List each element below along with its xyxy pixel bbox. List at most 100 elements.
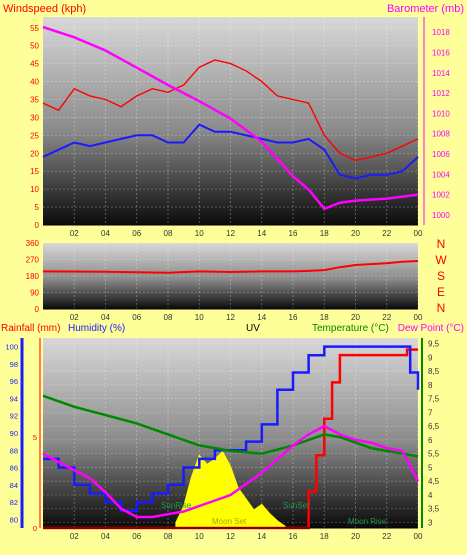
- wind-pressure-axes: 02 04 06 08 10 12 14 16 18 20 22 000510152025303540…: [30, 17, 450, 238]
- direction-x-tick-label: 10: [195, 313, 204, 322]
- temperature-grid: [43, 338, 419, 528]
- temperature-series-temperature: [42, 394, 419, 458]
- sunrise-label: SunRise: [161, 501, 192, 510]
- direction-x-tick-label: 12: [226, 313, 235, 322]
- windspeed-tick-label: 15: [30, 167, 39, 176]
- temperature-tick-label: 4,5: [428, 477, 440, 486]
- direction-x-tick-label: 22: [382, 313, 391, 322]
- direction-x-tick-label: 04: [101, 313, 110, 322]
- windspeed-tick-label: 35: [30, 95, 39, 104]
- direction-x-tick-label: 00: [414, 313, 423, 322]
- humidity-tick-label: 84: [10, 481, 18, 490]
- temperature-tick-label: 9: [428, 353, 433, 362]
- humidity-axis-label: Humidity (%): [68, 323, 125, 334]
- moonset-label: Moon Set: [212, 517, 247, 526]
- wind-x-tick-label: 00: [414, 229, 423, 238]
- direction-x-tick-label: 16: [289, 313, 298, 322]
- humidity-tick-label: 88: [10, 446, 18, 455]
- barometer-tick-label: 1012: [432, 89, 450, 98]
- direction-series-direction: [42, 260, 419, 274]
- windspeed-axis-label: Windspeed (kph): [3, 3, 86, 15]
- temperature-tick-label: 6,5: [428, 422, 440, 431]
- barometer-tick-label: 1016: [432, 49, 450, 58]
- humidity-tick-label: 80: [10, 515, 18, 524]
- wind-direction-series: [42, 260, 419, 274]
- temperature-x-tick-label: 10: [195, 532, 204, 541]
- temperature-x-tick-label: 06: [132, 532, 141, 541]
- humidity-tick-label: 94: [10, 394, 18, 403]
- temperature-x-tick-label: 22: [382, 532, 391, 541]
- temperature-axes: 02 04 06 08 10 12 14 16 18 20 22 0033,544,555,566,5…: [5, 338, 440, 541]
- temperature-humidity-chart: 02 04 06 08 10 12 14 16 18 20 22 0033,544,555,566,5…: [1, 323, 464, 541]
- dew-point-axis-label: Dew Point (°C): [398, 323, 464, 334]
- windspeed-tick-label: 0: [35, 221, 40, 230]
- temperature-tick-label: 9,5: [428, 340, 440, 349]
- temperature-tick-label: 8,5: [428, 367, 440, 376]
- rainfall-tick-label: 5: [33, 433, 37, 442]
- windspeed-tick-label: 30: [30, 113, 39, 122]
- temperature-tick-label: 3: [428, 518, 433, 527]
- temperature-x-tick-label: 04: [101, 532, 110, 541]
- uv-axis-label: UV: [246, 323, 260, 334]
- temperature-x-tick-label: 02: [70, 532, 79, 541]
- rainfall-tick-label: 0: [33, 524, 37, 533]
- direction-tick-label: 0: [35, 305, 40, 314]
- compass-label: N: [437, 301, 446, 315]
- windspeed-tick-label: 40: [30, 78, 39, 87]
- wind-x-tick-label: 04: [101, 229, 110, 238]
- temperature-x-tick-label: 08: [164, 532, 173, 541]
- temperature-tick-label: 5,5: [428, 450, 440, 459]
- windspeed-tick-label: 50: [30, 42, 39, 51]
- wind-pressure-series: [42, 25, 419, 211]
- wind-pressure-chart: 02 04 06 08 10 12 14 16 18 20 22 000510152025303540…: [3, 3, 464, 238]
- wind-x-tick-label: 08: [164, 229, 173, 238]
- wind-x-tick-label: 18: [320, 229, 329, 238]
- wind-x-tick-label: 06: [132, 229, 141, 238]
- barometer-axis-label: Barometer (mb): [387, 3, 464, 15]
- temperature-axis-label: Temperature (°C): [312, 323, 389, 334]
- compass-label: E: [437, 285, 445, 299]
- temperature-series-rainfall: [43, 348, 418, 530]
- direction-x-tick-label: 06: [132, 313, 141, 322]
- windspeed-tick-label: 10: [30, 185, 39, 194]
- compass-label: W: [435, 253, 447, 267]
- barometer-tick-label: 1014: [432, 69, 450, 78]
- temperature-tick-label: 8: [428, 381, 433, 390]
- direction-x-tick-label: 18: [320, 313, 329, 322]
- windspeed-tick-label: 5: [35, 203, 40, 212]
- temperature-series: [42, 345, 420, 530]
- direction-x-tick-label: 20: [351, 313, 360, 322]
- humidity-tick-label: 98: [10, 360, 18, 369]
- windspeed-tick-label: 20: [30, 149, 39, 158]
- sunset-label: SunSet: [283, 501, 310, 510]
- temperature-x-tick-label: 16: [289, 532, 298, 541]
- barometer-tick-label: 1002: [432, 191, 450, 200]
- temperature-tick-label: 3,5: [428, 505, 440, 514]
- barometer-tick-label: 1008: [432, 130, 450, 139]
- temperature-x-tick-label: 12: [226, 532, 235, 541]
- direction-tick-label: 180: [26, 272, 40, 281]
- temperature-x-tick-label: 20: [351, 532, 360, 541]
- wind-x-tick-label: 16: [289, 229, 298, 238]
- direction-x-tick-label: 08: [164, 313, 173, 322]
- humidity-tick-label: 82: [10, 498, 18, 507]
- temperature-x-tick-label: 18: [320, 532, 329, 541]
- humidity-tick-label: 86: [10, 464, 18, 473]
- windspeed-tick-label: 45: [30, 60, 39, 69]
- wind-series-gust: [42, 59, 419, 162]
- temperature-tick-label: 6: [428, 436, 433, 445]
- humidity-tick-label: 96: [10, 377, 18, 386]
- temperature-tick-label: 7,5: [428, 395, 440, 404]
- rainfall-axis-label: Rainfall (mm): [1, 323, 60, 334]
- humidity-tick-label: 100: [5, 343, 18, 352]
- barometer-tick-label: 1018: [432, 28, 450, 37]
- temperature-tick-label: 5: [428, 463, 433, 472]
- windspeed-tick-label: 55: [30, 24, 39, 33]
- direction-x-tick-label: 02: [70, 313, 79, 322]
- temperature-tick-label: 7: [428, 408, 433, 417]
- temperature-tick-label: 4: [428, 491, 433, 500]
- windspeed-tick-label: 25: [30, 131, 39, 140]
